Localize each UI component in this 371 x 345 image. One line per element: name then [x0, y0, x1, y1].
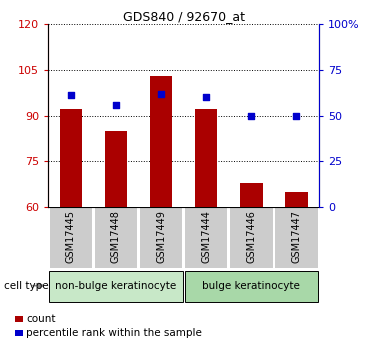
FancyBboxPatch shape [140, 208, 182, 268]
Point [113, 102, 119, 107]
Bar [240, 183, 263, 207]
FancyBboxPatch shape [275, 208, 318, 268]
FancyBboxPatch shape [184, 271, 318, 302]
FancyBboxPatch shape [50, 208, 92, 268]
Point [158, 91, 164, 96]
Bar [195, 109, 217, 207]
FancyBboxPatch shape [185, 208, 227, 268]
Text: percentile rank within the sample: percentile rank within the sample [26, 328, 202, 338]
Text: GSM17445: GSM17445 [66, 210, 76, 263]
Bar [59, 109, 82, 207]
Text: bulge keratinocyte: bulge keratinocyte [203, 281, 300, 290]
Point [293, 113, 299, 118]
Bar [150, 76, 173, 207]
Text: GSM17449: GSM17449 [156, 210, 166, 263]
Point [68, 93, 74, 98]
Bar [285, 192, 308, 207]
Text: GSM17444: GSM17444 [201, 210, 211, 263]
Text: GSM17447: GSM17447 [292, 210, 302, 263]
FancyBboxPatch shape [49, 271, 183, 302]
Point [203, 95, 209, 100]
FancyBboxPatch shape [230, 208, 273, 268]
Text: GSM17448: GSM17448 [111, 210, 121, 263]
FancyBboxPatch shape [95, 208, 137, 268]
Text: GSM17446: GSM17446 [246, 210, 256, 263]
Point [249, 113, 255, 118]
Text: count: count [26, 314, 56, 324]
Text: non-bulge keratinocyte: non-bulge keratinocyte [55, 281, 177, 290]
Bar [105, 131, 127, 207]
Text: cell type: cell type [4, 281, 48, 290]
Title: GDS840 / 92670_at: GDS840 / 92670_at [123, 10, 244, 23]
